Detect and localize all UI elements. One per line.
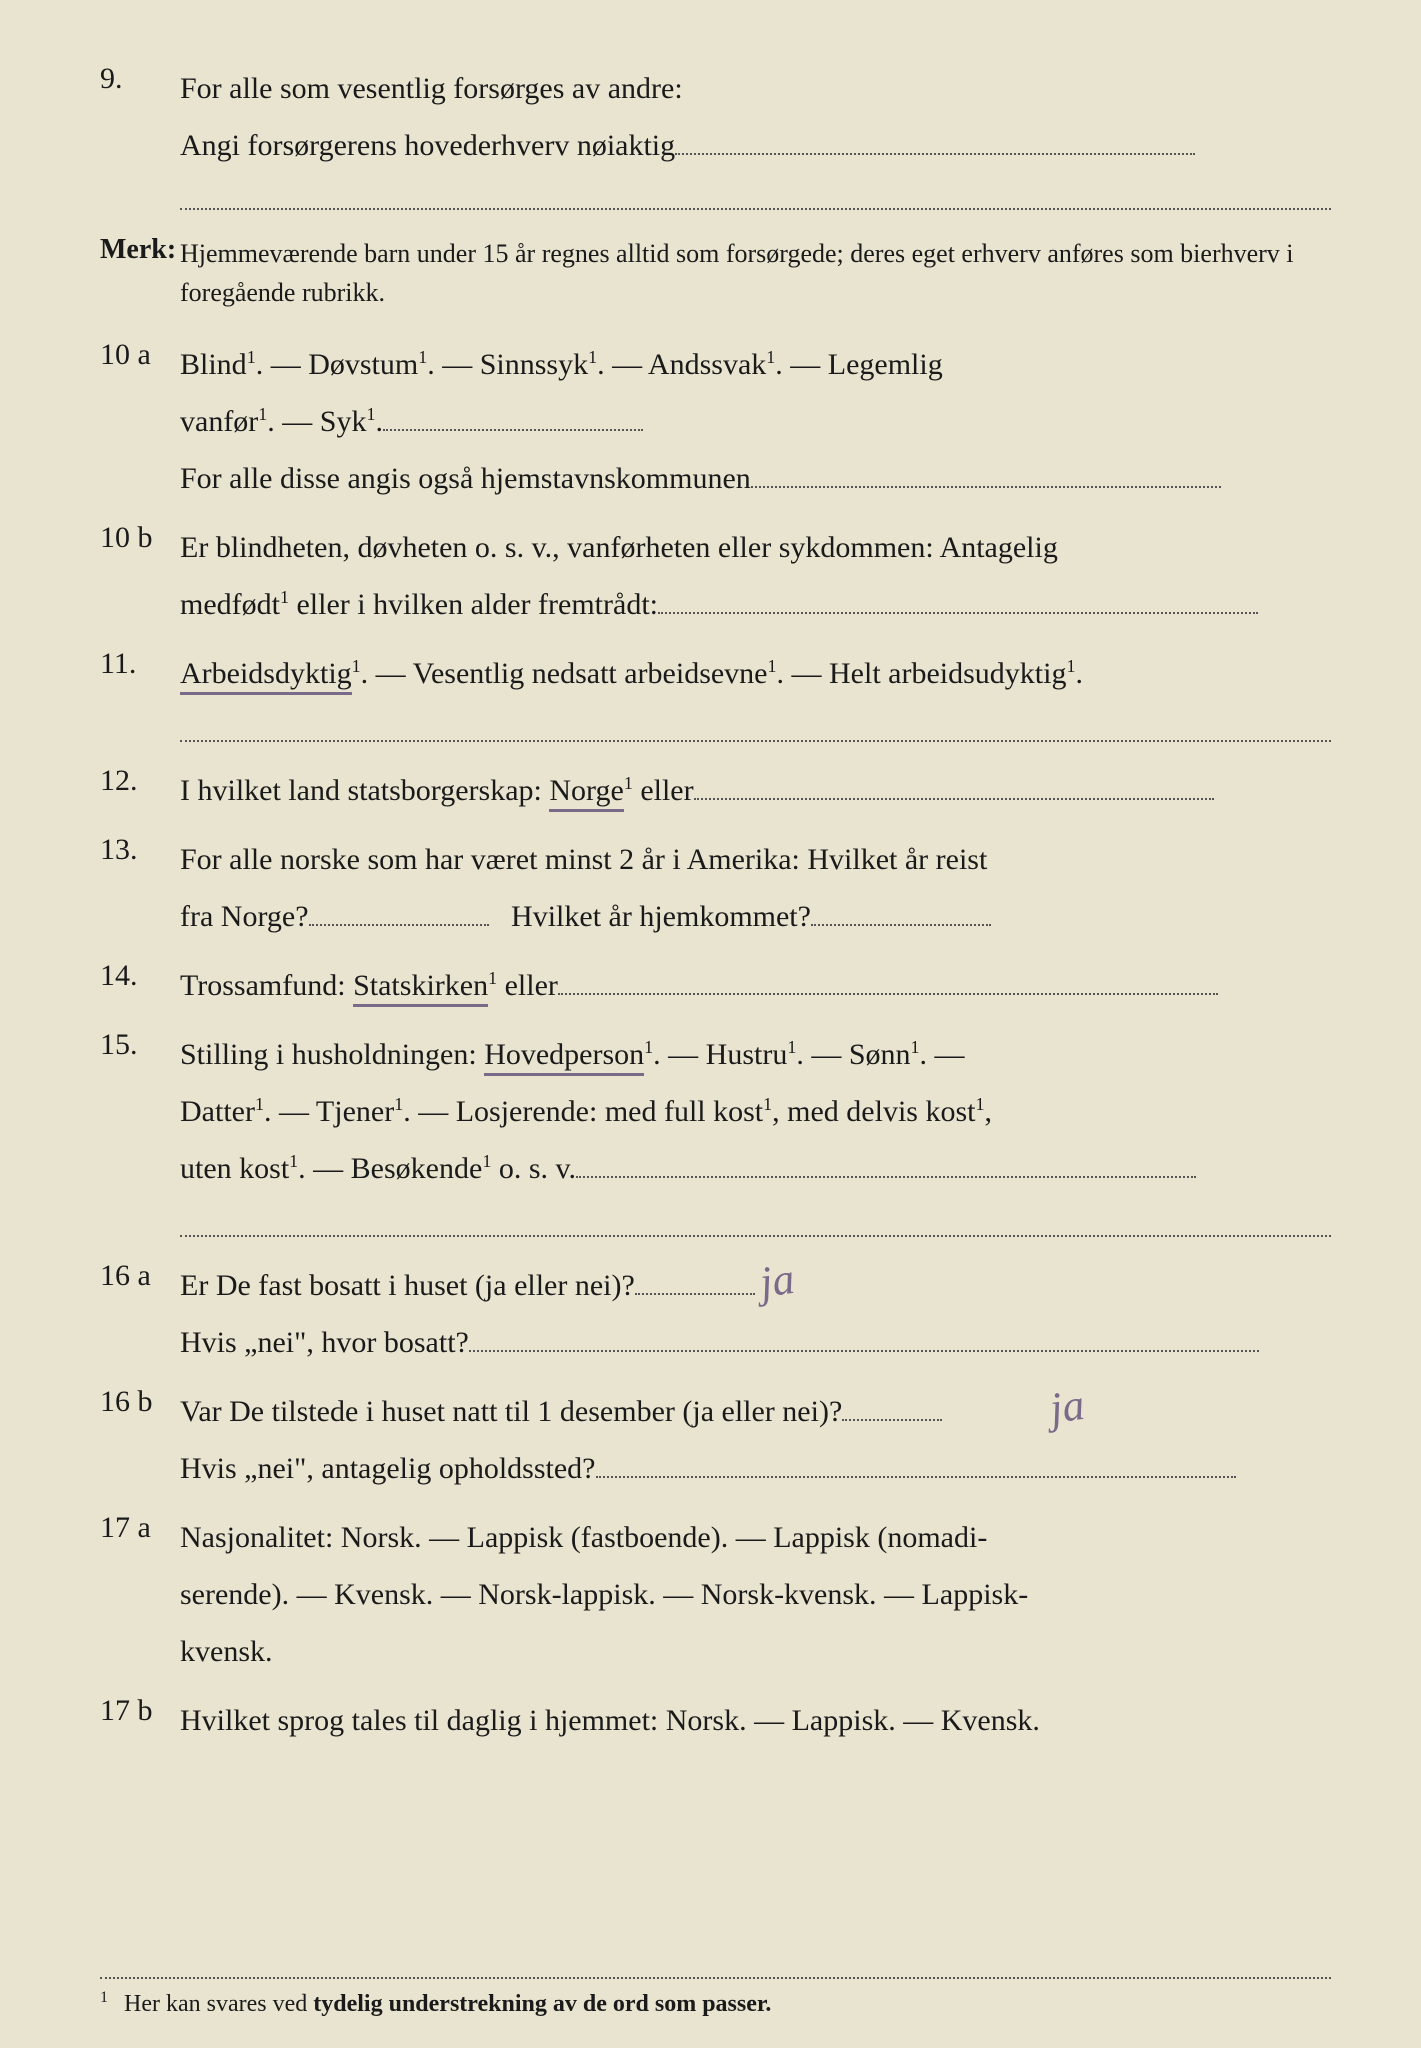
fill-line [558,993,1218,995]
q17a-num: 17 a [100,1509,180,1545]
fill-line [635,1293,755,1295]
q15-content: Stilling i husholdningen: Hovedperson1. … [180,1026,1331,1197]
q16a-num: 16 a [100,1257,180,1293]
q14-content: Trossamfund: Statskirken1 eller [180,957,1331,1014]
fill-line [596,1476,1236,1478]
q16b-line2: Hvis „nei", antagelig opholdssted? [180,1440,1331,1497]
question-9: 9. For alle som vesentlig forsørges av a… [100,60,1331,210]
q14-selected: Statskirken [353,969,488,1007]
fill-line [658,612,1258,614]
q16a-line2: Hvis „nei", hvor bosatt? [180,1314,1331,1371]
question-10b: 10 b Er blindheten, døvheten o. s. v., v… [100,519,1331,633]
merk-label: Merk: [100,234,180,266]
q9-line1: For alle som vesentlig forsørges av andr… [180,60,1331,117]
q16a-answer: ja [754,1237,800,1325]
fill-line [675,153,1195,155]
q9-content: For alle som vesentlig forsørges av andr… [180,60,1331,210]
fill-line [811,924,991,926]
q15-line2: Datter1. — Tjener1. — Losjerende: med fu… [180,1083,1331,1140]
q16b-num: 16 b [100,1383,180,1419]
fill-line [576,1176,1196,1178]
q12-content: I hvilket land statsborgerskap: Norge1 e… [180,762,1331,819]
q16b-answer: ja [1044,1363,1090,1451]
question-10a: 10 a Blind1. — Døvstum1. — Sinnssyk1. — … [100,336,1331,507]
q11-content: Arbeidsdyktig1. — Vesentlig nedsatt arbe… [180,645,1331,702]
q10b-num: 10 b [100,519,180,555]
q14-num: 14. [100,957,180,993]
footnote: 1 Her kan svares ved tydelig understrekn… [100,1977,1331,2018]
q17a-content: Nasjonalitet: Norsk. — Lappisk (fastboen… [180,1509,1331,1680]
merk-note: Merk: Hjemmeværende barn under 15 år reg… [100,234,1331,312]
fill-line [842,1419,942,1421]
q15-selected: Hovedperson [484,1038,644,1076]
footnote-num: 1 [100,1989,108,2006]
question-16a: 16 a Er De fast bosatt i huset (ja eller… [100,1257,1331,1371]
question-11: 11. Arbeidsdyktig1. — Vesentlig nedsatt … [100,645,1331,702]
q11-num: 11. [100,645,180,681]
q15-num: 15. [100,1026,180,1062]
q17b-content: Hvilket sprog tales til daglig i hjemmet… [180,1692,1331,1749]
q15-line1: Stilling i husholdningen: Hovedperson1. … [180,1026,1331,1083]
q11-selected: Arbeidsdyktig [180,657,352,695]
q17b-num: 17 b [100,1692,180,1728]
q15-line3: uten kost1. — Besøkende1 o. s. v. [180,1140,1331,1197]
q12-selected: Norge [549,774,623,812]
fill-line [309,924,489,926]
question-17b: 17 b Hvilket sprog tales til daglig i hj… [100,1692,1331,1749]
question-13: 13. For alle norske som har været minst … [100,831,1331,945]
footnote-bold: tydelig understrekning av de ord som pas… [313,1991,771,2017]
fill-line [383,429,643,431]
q16a-content: Er De fast bosatt i huset (ja eller nei)… [180,1257,1331,1371]
question-15: 15. Stilling i husholdningen: Hovedperso… [100,1026,1331,1197]
q13-content: For alle norske som har været minst 2 år… [180,831,1331,945]
q17a-line2: serende). — Kvensk. — Norsk-lappisk. — N… [180,1566,1331,1623]
separator [180,1217,1331,1237]
q16a-line1: Er De fast bosatt i huset (ja eller nei)… [180,1257,1331,1314]
q9-line2: Angi forsørgerens hovederhverv nøiaktig [180,117,1331,174]
q13-line1: For alle norske som har været minst 2 år… [180,831,1331,888]
q17a-line3: kvensk. [180,1623,1331,1680]
q13-line2: fra Norge? Hvilket år hjemkommet? [180,888,1331,945]
q10a-line3: For alle disse angis også hjemstavnskomm… [180,450,1331,507]
q13-num: 13. [100,831,180,867]
q10b-line2: medfødt1 eller i hvilken alder fremtrådt… [180,576,1331,633]
q9-num: 9. [100,60,180,96]
question-12: 12. I hvilket land statsborgerskap: Norg… [100,762,1331,819]
q10a-line1: Blind1. — Døvstum1. — Sinnssyk1. — Andss… [180,336,1331,393]
q16b-line1: Var De tilstede i huset natt til 1 desem… [180,1383,1331,1440]
q10b-content: Er blindheten, døvheten o. s. v., vanfør… [180,519,1331,633]
merk-text: Hjemmeværende barn under 15 år regnes al… [180,234,1331,312]
q10a-content: Blind1. — Døvstum1. — Sinnssyk1. — Andss… [180,336,1331,507]
fill-line [694,798,1214,800]
q10a-num: 10 a [100,336,180,372]
fill-line [469,1350,1259,1352]
q10a-line2: vanfør1. — Syk1. [180,393,1331,450]
fill-line [751,486,1221,488]
q16b-content: Var De tilstede i huset natt til 1 desem… [180,1383,1331,1497]
question-17a: 17 a Nasjonalitet: Norsk. — Lappisk (fas… [100,1509,1331,1680]
q12-num: 12. [100,762,180,798]
footnote-text1: Her kan svares ved [124,1991,313,2017]
q10b-line1: Er blindheten, døvheten o. s. v., vanfør… [180,519,1331,576]
separator [180,722,1331,742]
question-14: 14. Trossamfund: Statskirken1 eller [100,957,1331,1014]
question-16b: 16 b Var De tilstede i huset natt til 1 … [100,1383,1331,1497]
fill-line [180,182,1331,210]
q17a-line1: Nasjonalitet: Norsk. — Lappisk (fastboen… [180,1509,1331,1566]
